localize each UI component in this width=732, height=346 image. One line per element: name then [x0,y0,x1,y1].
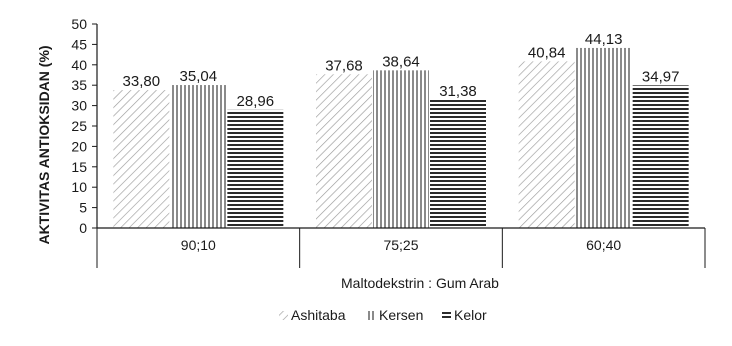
bar-kersen [373,70,429,228]
data-label: 44,13 [585,31,623,48]
y-tick-label: 50 [71,16,87,32]
data-label: 35,04 [180,68,218,85]
bar-kelor [430,99,486,228]
y-axis-title: AKTIVITAS ANTIOKSIDAN (%) [36,45,52,244]
data-label: 31,38 [439,83,477,100]
legend-label-kersen: Kersen [379,307,423,323]
y-tick-label: 45 [71,36,87,52]
data-label: 40,84 [528,44,566,61]
legend-swatch-kelor [442,311,451,320]
data-label: 37,68 [325,57,363,74]
legend: Ashitaba Kersen Kelor [279,307,487,323]
data-label: 38,64 [382,53,420,70]
y-tick-label: 15 [71,159,87,175]
bar-kersen [575,47,632,228]
y-tick-label: 35 [71,77,87,93]
category-label: 90;10 [181,237,216,253]
bar-kelor [632,85,689,228]
category-label: 60;40 [586,237,621,253]
y-tick-label: 5 [79,200,87,216]
legend-swatch-kersen [367,311,376,320]
data-label: 28,96 [237,93,275,110]
data-label: 33,80 [123,73,161,90]
legend-swatch-ashitaba [279,311,288,320]
bar-ashitaba [113,90,170,228]
legend-label-kelor: Kelor [454,307,487,323]
data-label: 34,97 [642,68,680,85]
y-tick-label: 40 [71,57,87,73]
bar-ashitaba [518,61,575,228]
bar-kersen [170,85,227,228]
x-axis-title: Maltodekstrin : Gum Arab [341,275,499,291]
y-tick-label: 30 [71,98,87,114]
bar-ashitaba [316,74,372,229]
category-label: 75;25 [383,237,418,253]
y-tick-label: 0 [79,220,87,236]
bar-kelor [227,109,284,228]
y-tick-label: 10 [71,179,87,195]
y-tick-label: 20 [71,138,87,154]
y-tick-label: 25 [71,118,87,134]
plot-area: 0 5 10 15 20 25 30 35 40 45 50 33,80 37,68 40,84 35,04… [71,16,706,268]
legend-label-ashitaba: Ashitaba [291,307,346,323]
